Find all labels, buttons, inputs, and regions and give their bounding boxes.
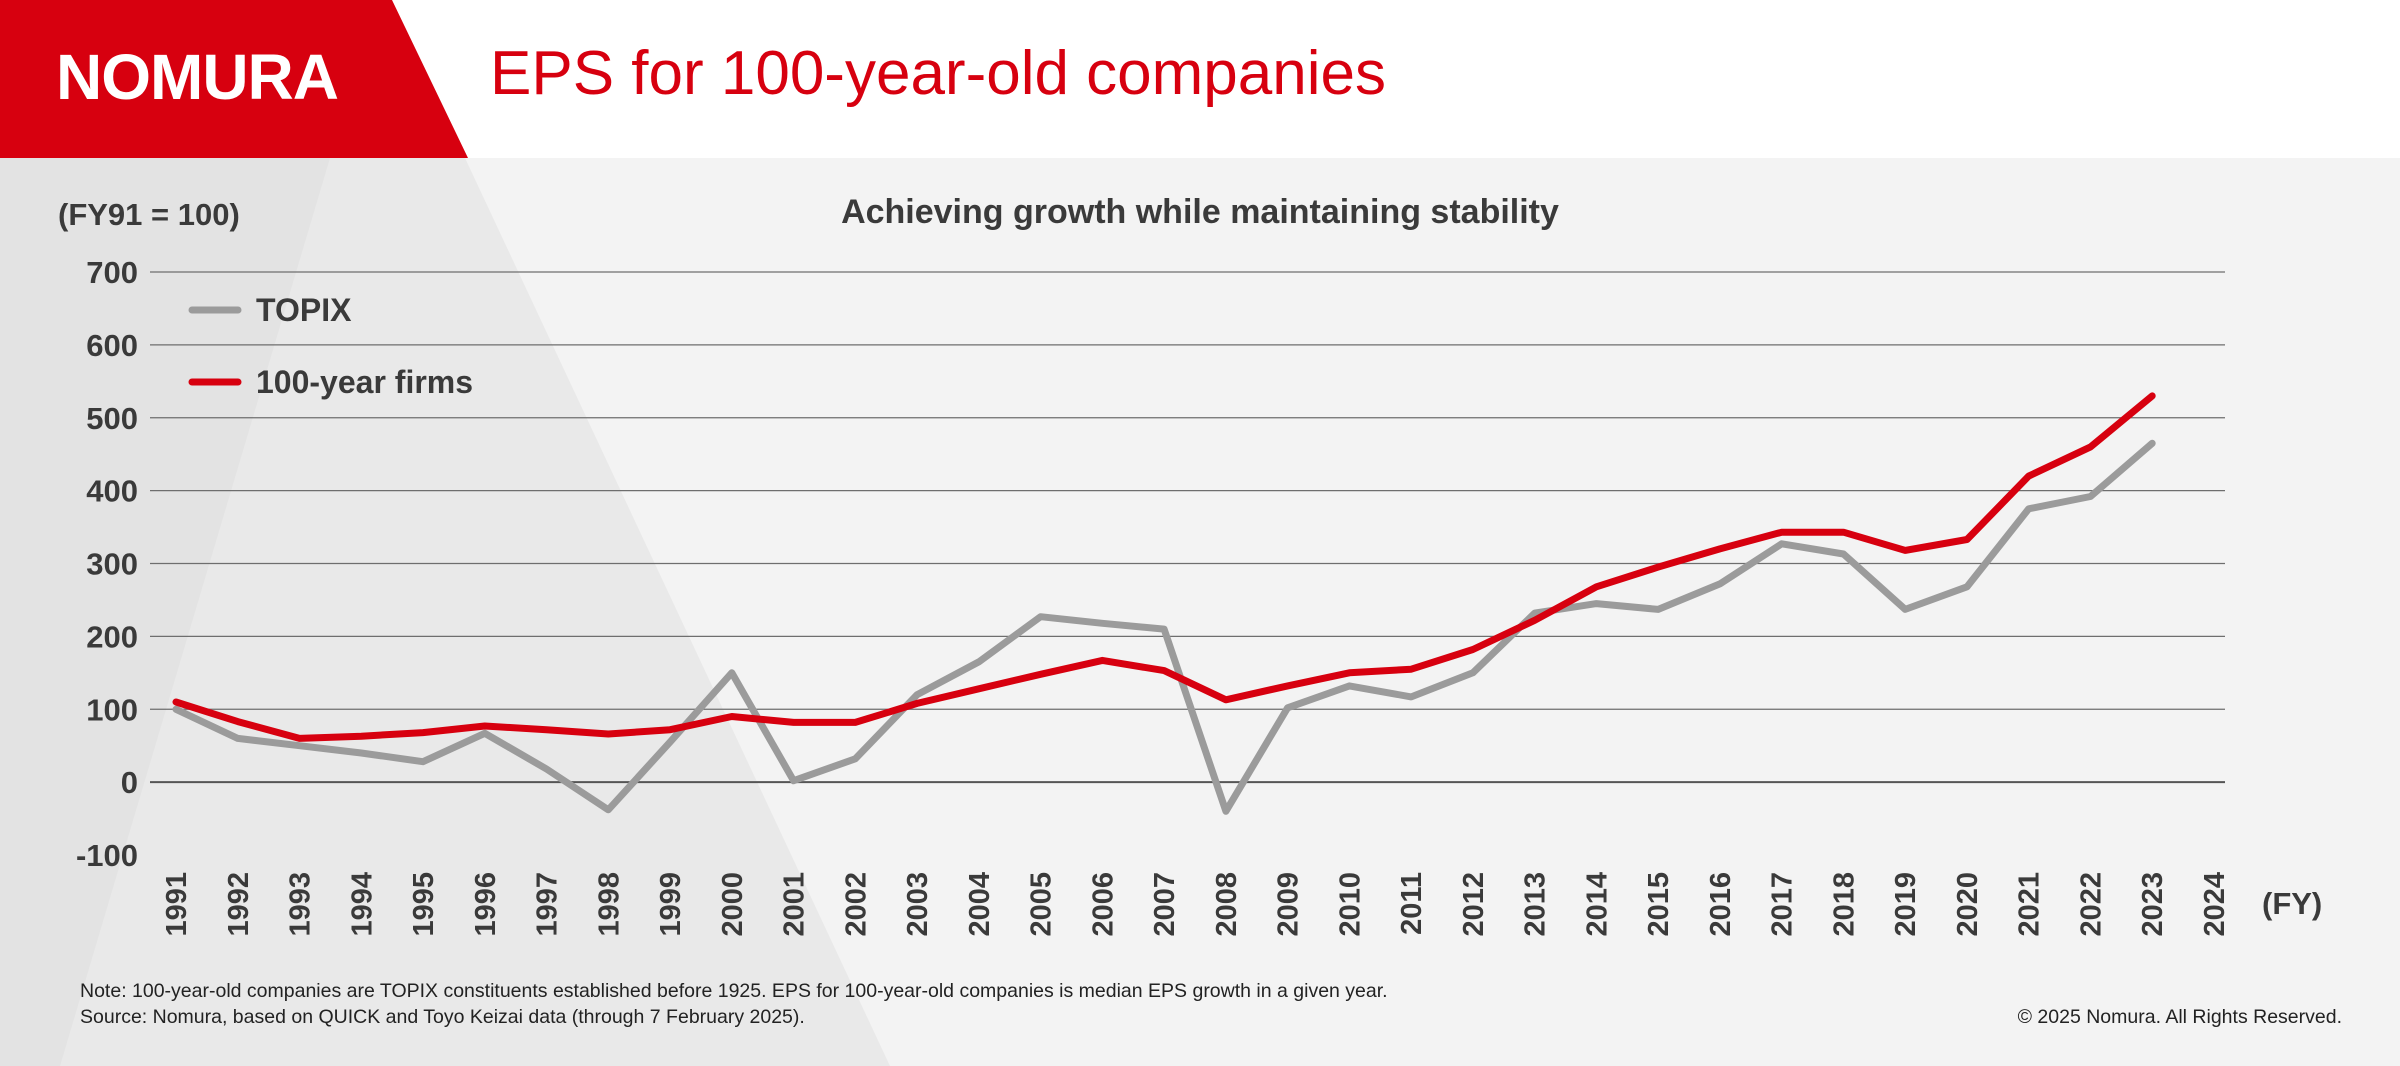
x-tick-label: 2008: [1211, 872, 1243, 937]
x-tick-label: 2005: [1026, 872, 1058, 937]
x-tick-label: 2002: [840, 872, 872, 937]
source-note: Source: Nomura, based on QUICK and Toyo …: [80, 1006, 805, 1028]
y-tick-label: 100: [86, 692, 138, 727]
footnote: Note: 100-year-old companies are TOPIX c…: [80, 980, 1388, 1002]
y-tick-label: -100: [76, 838, 138, 873]
y-tick-label: 400: [86, 474, 138, 509]
legend-label: 100-year firms: [256, 364, 473, 400]
x-tick-label: 1995: [408, 872, 440, 937]
x-tick-label: 2017: [1767, 872, 1799, 937]
y-tick-label: 0: [121, 765, 138, 800]
x-tick-label: 1998: [593, 872, 625, 937]
x-tick-label: 2016: [1705, 872, 1737, 937]
y-tick-label: 200: [86, 619, 138, 654]
x-tick-label: 2012: [1458, 872, 1490, 937]
copyright: © 2025 Nomura. All Rights Reserved.: [2017, 1006, 2342, 1028]
y-tick-label: 600: [86, 328, 138, 363]
series-line-topix: [172, 439, 2156, 815]
x-tick-label: 2011: [1396, 872, 1428, 935]
x-axis-label: (FY): [2262, 886, 2323, 921]
x-tick-label: 1991: [161, 872, 193, 937]
x-axis-ticks: 1991 1992 1993 1994 1995 1996 1997 1998 1999 2000…: [161, 872, 2231, 937]
chart-title-text: Achieving growth while maintaining stabi…: [841, 193, 1559, 231]
x-tick-label: 2015: [1643, 872, 1675, 937]
x-tick-label: 2013: [1520, 872, 1552, 937]
y-tick-label: 700: [86, 255, 138, 290]
x-tick-label: 2006: [1087, 872, 1119, 937]
x-tick-label: 2022: [2075, 872, 2107, 937]
x-tick-label: 2018: [1828, 872, 1860, 937]
x-tick-label: 2001: [779, 872, 811, 937]
x-tick-label: 1999: [655, 872, 687, 937]
series-lines: [172, 392, 2156, 815]
series-line-100-year-firms: [172, 392, 2156, 742]
x-tick-label: 2010: [1334, 872, 1366, 937]
x-tick-label: 2020: [1952, 872, 1984, 937]
x-tick-label: 2019: [1890, 872, 1922, 937]
grid-lines: [150, 271, 2225, 784]
x-tick-label: 2003: [902, 872, 934, 937]
legend: TOPIX 100-year firms: [188, 292, 473, 400]
x-tick-label: 1997: [532, 872, 564, 937]
y-tick-label: 300: [86, 547, 138, 582]
x-tick-label: 2007: [1149, 872, 1181, 937]
x-tick-label: 1994: [346, 872, 378, 937]
x-tick-label: 1993: [285, 872, 317, 937]
legend-label: TOPIX: [256, 292, 352, 328]
x-tick-label: 1996: [470, 872, 502, 937]
y-axis-ticks: -100 0 100 200 300 400 500 600 700: [76, 255, 138, 873]
nomura-logo[interactable]: NOMURA: [56, 41, 339, 113]
x-tick-label: 2009: [1273, 872, 1305, 937]
chart-title: Achieving growth while maintaining stabi…: [0, 193, 2400, 232]
x-tick-label: 2014: [1581, 872, 1613, 937]
x-tick-label: 1992: [223, 872, 255, 937]
y-tick-label: 500: [86, 401, 138, 436]
x-tick-label: 2004: [964, 872, 996, 937]
page-title: EPS for 100-year-old companies: [490, 39, 1387, 108]
x-tick-label: 2023: [2137, 872, 2169, 937]
y-axis-label: (FY91 = 100): [58, 197, 240, 232]
x-tick-label: 2024: [2199, 872, 2231, 937]
logo-background: [0, 0, 468, 158]
x-tick-label: 2021: [2014, 872, 2046, 937]
x-tick-label: 2000: [717, 872, 749, 937]
